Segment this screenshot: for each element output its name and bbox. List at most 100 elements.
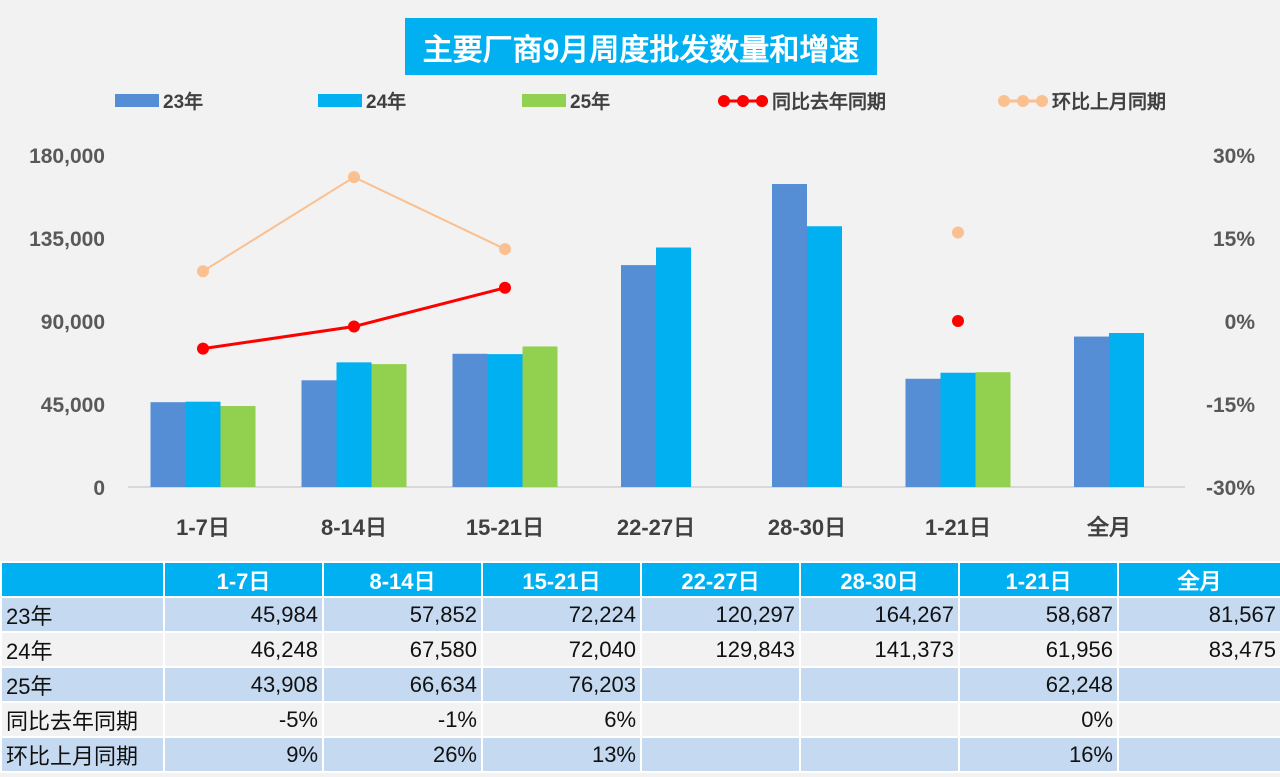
chart-svg: 0 45,000 90,000 135,000 180,000 -30% -15% 0% 15%… bbox=[29, 90, 1256, 540]
table-cell: 0% bbox=[958, 701, 1119, 738]
row-label: 25年 bbox=[0, 666, 165, 703]
left-tick-label: 0 bbox=[93, 477, 105, 500]
category-label: 8-14日 bbox=[321, 515, 387, 540]
table-cell: 6% bbox=[481, 701, 642, 738]
category-label: 1-7日 bbox=[176, 515, 230, 540]
table-header-cell bbox=[0, 561, 165, 598]
table-cell: 26% bbox=[322, 736, 483, 773]
table-cell: 66,634 bbox=[322, 666, 483, 703]
right-tick-label: 0% bbox=[1225, 311, 1256, 334]
left-tick-label: 90,000 bbox=[41, 311, 105, 334]
table-cell bbox=[640, 666, 801, 703]
table-cell: 45,984 bbox=[163, 596, 324, 633]
right-tick-label: 30% bbox=[1213, 145, 1255, 168]
legend-label: 25年 bbox=[570, 90, 610, 113]
table-cell: 67,580 bbox=[322, 631, 483, 668]
table-cell bbox=[1117, 701, 1280, 738]
left-tick-label: 45,000 bbox=[41, 394, 105, 417]
table-cell bbox=[799, 666, 960, 703]
legend-marker bbox=[737, 95, 749, 107]
table-cell: 46,248 bbox=[163, 631, 324, 668]
line-series bbox=[202, 175, 506, 273]
row-label: 24年 bbox=[0, 631, 165, 668]
table-header-cell: 22-27日 bbox=[640, 561, 801, 598]
line-point bbox=[952, 315, 964, 327]
line-point bbox=[499, 243, 511, 256]
table-row: 环比上月同期 9% 26% 13% 16% bbox=[0, 736, 1280, 773]
bar bbox=[452, 353, 488, 487]
legend-marker bbox=[1017, 95, 1029, 107]
line-point bbox=[499, 281, 511, 294]
legend-marker bbox=[1036, 95, 1048, 107]
category-label: 15-21日 bbox=[466, 515, 544, 540]
table-cell bbox=[1117, 666, 1280, 703]
table-header-cell: 8-14日 bbox=[322, 561, 483, 598]
category-label: 全月 bbox=[1086, 515, 1131, 540]
right-tick-label: 15% bbox=[1213, 228, 1255, 251]
bar bbox=[371, 364, 407, 487]
bar bbox=[522, 346, 558, 487]
table-cell bbox=[640, 736, 801, 773]
left-tick-label: 135,000 bbox=[29, 228, 105, 251]
left-tick-label: 180,000 bbox=[29, 145, 105, 168]
bar bbox=[301, 380, 337, 487]
legend-label: 同比去年同期 bbox=[772, 90, 886, 113]
table-cell: 76,203 bbox=[481, 666, 642, 703]
table-cell: 129,843 bbox=[640, 631, 801, 668]
row-label: 23年 bbox=[0, 596, 165, 633]
table-header-cell: 1-7日 bbox=[163, 561, 324, 598]
line-point bbox=[348, 320, 360, 333]
row-label: 同比去年同期 bbox=[0, 701, 165, 738]
table-cell: 120,297 bbox=[640, 596, 801, 633]
line-point bbox=[197, 342, 209, 355]
legend-label: 23年 bbox=[163, 90, 203, 113]
line-point bbox=[952, 226, 964, 239]
bar bbox=[336, 362, 372, 487]
data-table: 1-7日 8-14日 15-21日 22-27日 28-30日 1-21日 全月 23年 45,… bbox=[0, 561, 1280, 773]
table-cell: -5% bbox=[163, 701, 324, 738]
table-cell: 9% bbox=[163, 736, 324, 773]
bar bbox=[1109, 333, 1144, 487]
category-label: 1-21日 bbox=[925, 515, 991, 540]
right-tick-label: -15% bbox=[1206, 394, 1255, 417]
legend-swatch bbox=[318, 94, 362, 107]
legend-marker bbox=[998, 95, 1010, 107]
table-header-cell: 1-21日 bbox=[958, 561, 1119, 598]
table-cell: -1% bbox=[322, 701, 483, 738]
table-cell: 141,373 bbox=[799, 631, 960, 668]
legend-label: 环比上月同期 bbox=[1052, 91, 1166, 113]
chart-title: 主要厂商9月周度批发数量和增速 bbox=[405, 18, 877, 75]
table-header-row: 1-7日 8-14日 15-21日 22-27日 28-30日 1-21日 全月 bbox=[0, 561, 1280, 598]
legend-swatch bbox=[522, 94, 566, 107]
right-tick-label: -30% bbox=[1206, 477, 1255, 500]
legend-marker bbox=[756, 95, 768, 107]
table-row: 25年 43,908 66,634 76,203 62,248 bbox=[0, 666, 1280, 703]
legend-label: 24年 bbox=[366, 90, 406, 113]
table-row: 同比去年同期 -5% -1% 6% 0% bbox=[0, 701, 1280, 738]
table-header-cell: 全月 bbox=[1117, 561, 1280, 598]
table-cell: 61,956 bbox=[958, 631, 1119, 668]
row-label: 环比上月同期 bbox=[0, 736, 165, 773]
table-cell: 81,567 bbox=[1117, 596, 1280, 633]
bar bbox=[487, 354, 523, 487]
line-point bbox=[348, 171, 360, 184]
bar bbox=[656, 247, 691, 487]
table-cell: 62,248 bbox=[958, 666, 1119, 703]
table-cell bbox=[799, 736, 960, 773]
table-cell bbox=[799, 701, 960, 738]
bar bbox=[185, 401, 221, 487]
bar bbox=[220, 406, 256, 487]
table-cell: 57,852 bbox=[322, 596, 483, 633]
category-label: 28-30日 bbox=[768, 515, 846, 540]
table-cell: 164,267 bbox=[799, 596, 960, 633]
bar bbox=[150, 402, 186, 487]
bar bbox=[1074, 336, 1109, 487]
table-cell bbox=[1117, 736, 1280, 773]
table-cell: 83,475 bbox=[1117, 631, 1280, 668]
table-row: 24年 46,248 67,580 72,040 129,843 141,373 61,95… bbox=[0, 631, 1280, 668]
line-point bbox=[197, 265, 209, 278]
table-cell: 13% bbox=[481, 736, 642, 773]
table-cell: 43,908 bbox=[163, 666, 324, 703]
line-series bbox=[202, 286, 506, 351]
